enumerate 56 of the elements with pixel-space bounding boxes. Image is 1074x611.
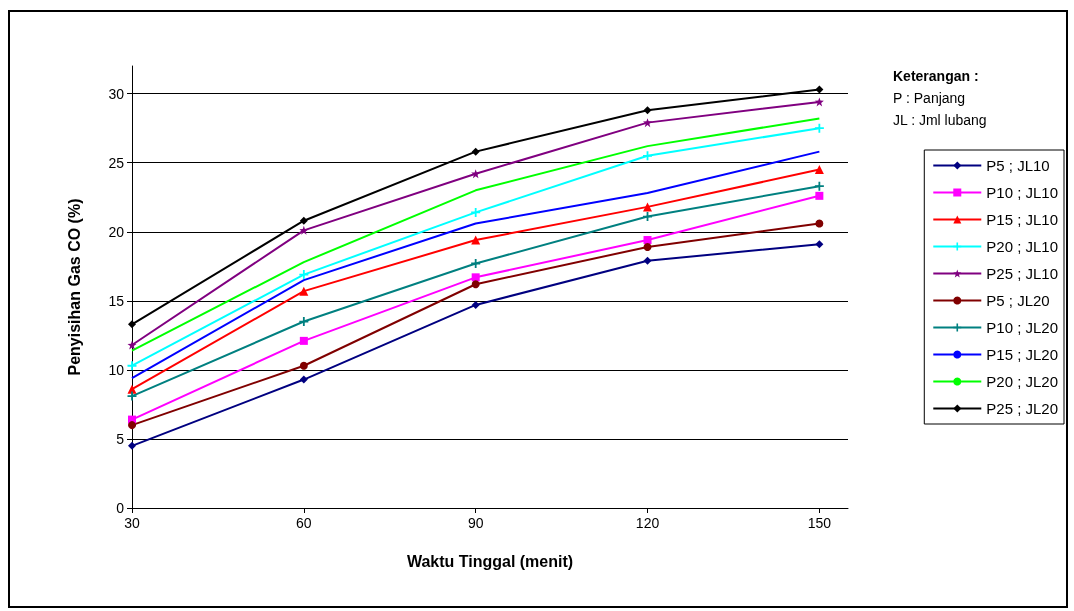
point <box>643 236 652 245</box>
y-tick-label: 15 <box>108 292 125 309</box>
point <box>815 85 824 94</box>
point <box>128 421 136 430</box>
y-axis-title: Penyisihan Gas CO (%) <box>65 198 83 376</box>
x-tick-label: 60 <box>296 515 312 531</box>
point <box>299 336 308 345</box>
y-tick-label: 10 <box>108 361 125 378</box>
legend-label: P5 ; JL10 <box>986 157 1050 174</box>
point <box>471 235 481 245</box>
point <box>471 147 480 156</box>
point <box>814 181 824 191</box>
legend-label: P10 ; JL10 <box>986 184 1058 201</box>
point <box>127 340 137 350</box>
legend-label: P25 ; JL20 <box>986 400 1058 417</box>
point <box>299 361 308 370</box>
x-tick-label: 120 <box>635 515 660 531</box>
point <box>815 191 824 200</box>
point <box>127 391 137 401</box>
point <box>299 225 309 235</box>
y-tick-label: 30 <box>108 85 125 102</box>
point <box>814 123 824 133</box>
point <box>471 169 481 179</box>
point <box>299 286 309 296</box>
y-tick-label: 25 <box>108 154 125 171</box>
x-tick-label: 90 <box>467 515 484 531</box>
text: JL : Jml lubang <box>893 112 987 128</box>
legend-label: P5 ; JL20 <box>986 292 1050 309</box>
point <box>815 219 824 228</box>
y-tick-label: 0 <box>116 500 125 516</box>
legend-label: P25 ; JL10 <box>986 265 1058 282</box>
legend-label: P20 ; JL10 <box>986 238 1058 255</box>
point <box>815 240 824 249</box>
point <box>643 118 653 128</box>
x-tick-label: 150 <box>807 515 832 531</box>
point <box>299 216 308 225</box>
legend-label: P10 ; JL20 <box>986 319 1058 336</box>
text: Keterangan : <box>893 68 979 84</box>
point <box>128 320 136 329</box>
point <box>643 256 652 265</box>
point <box>814 165 824 175</box>
y-tick-label: 5 <box>116 430 125 447</box>
legend-label: P15 ; JL10 <box>986 211 1058 228</box>
point <box>471 280 480 289</box>
point <box>643 106 652 115</box>
x-axis-title: Waktu Tinggal (menit) <box>406 552 574 570</box>
text: P : Panjang <box>893 90 966 106</box>
legend-label: P20 ; JL20 <box>986 373 1058 390</box>
point <box>299 375 308 384</box>
legend-label: P15 ; JL20 <box>986 346 1058 363</box>
point <box>471 300 480 309</box>
point <box>814 97 824 107</box>
y-tick-label: 20 <box>108 223 125 240</box>
point <box>643 202 653 212</box>
point <box>643 242 652 251</box>
point <box>471 273 480 282</box>
